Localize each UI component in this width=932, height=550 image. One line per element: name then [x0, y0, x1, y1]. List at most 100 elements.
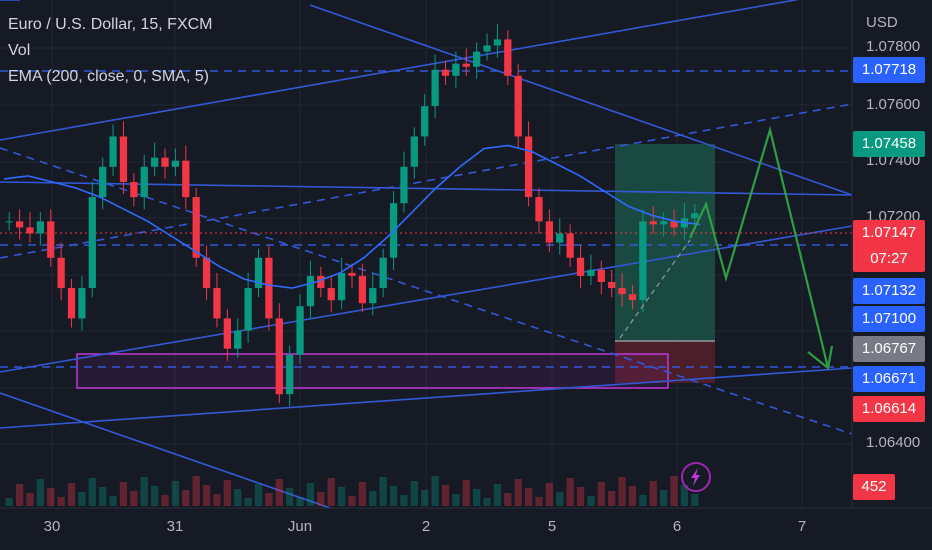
volume-bar: [379, 477, 387, 506]
price-tag-value: 1.07458: [861, 135, 917, 152]
volume-bar: [691, 494, 699, 506]
time-tick: 7: [797, 518, 807, 535]
ema-indicator-label[interactable]: EMA (200, close, 0, SMA, 5): [8, 68, 209, 85]
price-tag: 1.07458: [853, 131, 925, 157]
volume-bar: [88, 478, 96, 506]
volume-bar: [47, 488, 55, 506]
volume-bar: [36, 479, 44, 506]
volume-bar: [545, 483, 554, 506]
candle-body: [150, 157, 159, 167]
volume-bar: [130, 491, 138, 506]
candle-body: [119, 136, 128, 182]
candle-body: [36, 221, 44, 234]
candle-body: [410, 136, 418, 167]
volume-bar: [660, 490, 668, 506]
candle-body: [296, 306, 304, 355]
volume-bar: [680, 485, 689, 506]
price-tag: 1.07147 07:27: [853, 220, 925, 272]
candle-body: [161, 157, 169, 167]
candle-body: [223, 318, 231, 349]
time-tick: Jun: [287, 518, 313, 535]
candle-body: [597, 269, 605, 282]
volume-bar: [576, 487, 585, 506]
volume-bar: [587, 496, 595, 506]
candle-body: [400, 166, 408, 204]
candle-body: [608, 282, 616, 289]
price-tag-value: 1.06671: [861, 370, 917, 387]
bar-countdown: 07:27: [870, 250, 908, 267]
time-tick: 6: [672, 518, 682, 535]
candle-body: [275, 318, 283, 395]
volume-bar: [514, 479, 522, 506]
volume-bar: [171, 481, 180, 506]
volume-bar: [452, 494, 460, 506]
candle-body: [691, 213, 699, 219]
volume-bar: [566, 478, 574, 506]
volume-bar: [649, 481, 657, 506]
candle-body: [5, 221, 13, 223]
candle-body: [660, 221, 668, 225]
volume-bar: [535, 497, 543, 506]
dashed-channel-lines: [0, 70, 853, 435]
candle-body: [15, 221, 24, 228]
candle-body: [47, 221, 55, 258]
profit-zone: [615, 144, 715, 341]
candle-body: [431, 69, 439, 107]
candle-body: [369, 288, 377, 304]
price-tag: 1.07718: [853, 57, 925, 83]
volume-bar: [524, 488, 533, 506]
candle-body: [421, 106, 429, 137]
candle-body: [348, 272, 356, 276]
volume-bars: [5, 476, 699, 506]
candle-body: [514, 75, 522, 137]
candle-body: [140, 166, 148, 198]
volume-bar: [265, 493, 273, 506]
volume-bar: [99, 487, 107, 506]
candle-body: [67, 288, 76, 319]
candle-body: [493, 39, 502, 46]
candle-body: [26, 227, 34, 234]
candle-body: [379, 257, 387, 289]
entry-dashed-link: [619, 239, 691, 339]
price-tag: 1.07132: [853, 278, 925, 304]
candle-body: [566, 233, 574, 258]
candle-body: [649, 221, 657, 225]
volume-bar: [5, 498, 13, 506]
candle-body: [254, 257, 263, 289]
volume-bar: [140, 477, 148, 506]
candle-body: [337, 272, 346, 301]
volume-bar: [119, 482, 128, 506]
volume-indicator-label[interactable]: Vol: [8, 42, 31, 59]
candle-body: [234, 330, 242, 349]
candle-body: [202, 257, 211, 289]
price-tag-value: 1.07132: [861, 282, 917, 299]
volume-bar: [597, 482, 605, 506]
volume-bar: [15, 484, 24, 506]
volume-bar: [327, 478, 335, 506]
volume-bar: [400, 495, 408, 506]
volume-bar: [223, 480, 231, 506]
candle-body: [358, 275, 367, 304]
volume-bar: [202, 485, 211, 506]
price-tag-value: 1.07100: [861, 310, 917, 327]
time-tick: 31: [166, 518, 184, 535]
volume-bar: [78, 492, 86, 506]
price-tag-value: 1.06614: [861, 400, 917, 417]
volume-bar: [608, 491, 616, 506]
chart-title[interactable]: Euro / U.S. Dollar, 15, FXCM: [8, 16, 213, 33]
price-tag: 1.06614: [853, 396, 925, 422]
candle-body: [78, 288, 86, 319]
volume-bar: [244, 498, 252, 506]
price-tick: 1.07800: [866, 38, 921, 55]
volume-bar: [306, 483, 315, 506]
candle-body: [556, 233, 564, 243]
candle-body: [628, 294, 637, 301]
volume-bar: [317, 492, 325, 506]
volume-bar: [109, 496, 117, 506]
volume-bar: [493, 484, 502, 506]
time-tick: 5: [547, 518, 557, 535]
lightning-icon[interactable]: [681, 462, 711, 492]
candle-body: [483, 45, 491, 52]
price-tag: 1.07100: [853, 306, 925, 332]
